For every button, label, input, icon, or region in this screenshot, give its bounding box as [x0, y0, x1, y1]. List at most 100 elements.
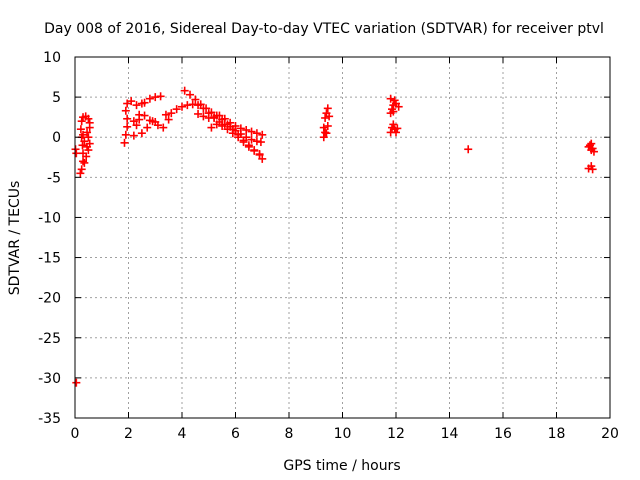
data-point	[218, 121, 227, 130]
data-point	[258, 130, 267, 139]
data-point	[140, 111, 149, 120]
data-point	[80, 137, 89, 146]
data-point	[464, 145, 473, 154]
x-tick-label: 18	[548, 426, 566, 442]
data-point	[247, 127, 256, 136]
data-point	[78, 141, 87, 150]
data-point	[392, 128, 400, 137]
data-point	[215, 111, 224, 120]
data-point	[196, 100, 205, 109]
data-point	[220, 114, 229, 123]
data-point	[323, 104, 332, 113]
y-tick-label: -10	[38, 210, 61, 226]
data-point	[186, 90, 195, 99]
data-point	[85, 123, 94, 132]
data-point	[585, 141, 594, 150]
x-tick-label: 16	[494, 426, 512, 442]
data-point	[242, 126, 251, 135]
data-point	[71, 145, 80, 154]
data-point	[79, 130, 88, 139]
data-point	[79, 157, 88, 166]
data-point	[239, 138, 248, 147]
data-point	[199, 112, 208, 121]
data-point	[393, 124, 402, 133]
data-point	[140, 98, 149, 107]
data-point	[226, 118, 235, 127]
data-point	[137, 129, 146, 138]
x-axis-label: GPS time / hours	[283, 458, 400, 474]
data-points	[71, 86, 598, 387]
x-tick-label: 10	[334, 426, 352, 442]
data-point	[135, 115, 144, 124]
data-point	[325, 112, 334, 121]
data-point	[207, 123, 216, 132]
x-tick-label: 20	[601, 426, 619, 442]
data-point	[120, 138, 129, 147]
data-point	[82, 152, 91, 161]
data-point	[143, 123, 152, 132]
data-point	[123, 122, 132, 131]
data-point	[204, 113, 213, 122]
data-point	[250, 146, 259, 155]
y-axis-label: SDTVAR / TECUs	[7, 181, 23, 296]
data-point	[159, 123, 168, 132]
data-point	[194, 109, 203, 118]
data-point	[77, 117, 86, 126]
data-point	[212, 120, 221, 129]
data-point	[156, 92, 165, 101]
data-point	[151, 93, 160, 102]
data-point	[389, 107, 398, 116]
data-point	[588, 165, 597, 174]
x-tick-label: 0	[71, 426, 80, 442]
data-point	[72, 378, 81, 387]
data-point	[323, 121, 332, 130]
data-point	[587, 146, 596, 155]
data-point	[386, 94, 395, 103]
data-point	[80, 158, 89, 167]
x-tick-label: 4	[178, 426, 187, 442]
data-point	[145, 94, 154, 103]
y-tick-label: -30	[38, 371, 61, 387]
x-tick-label: 12	[387, 426, 405, 442]
x-tick-labels: 0 2 4 6 8 10 12 14 16 18 20	[71, 426, 619, 442]
data-point	[228, 129, 237, 138]
data-point	[172, 105, 181, 114]
chart-title: Day 008 of 2016, Sidereal Day-to-day VTE…	[44, 21, 604, 37]
data-point	[322, 129, 331, 138]
x-tick-label: 8	[285, 426, 294, 442]
data-point	[231, 121, 240, 130]
data-point	[321, 113, 330, 122]
data-point	[389, 120, 398, 129]
y-tick-label: -15	[38, 251, 61, 267]
grid	[75, 57, 610, 418]
data-point	[236, 124, 245, 133]
axis-ticks	[74, 56, 611, 419]
data-point	[77, 165, 86, 174]
data-point	[121, 106, 130, 115]
data-point	[123, 114, 132, 123]
data-point	[223, 125, 232, 134]
data-point	[129, 117, 138, 126]
data-point	[76, 169, 85, 178]
data-point	[252, 129, 261, 138]
data-point	[161, 110, 170, 119]
data-point	[255, 150, 264, 159]
y-tick-label: -25	[38, 331, 61, 347]
y-tick-labels: 10 5 0 -5 -10 -15 -20 -25 -30 -35	[38, 50, 61, 427]
data-point	[247, 135, 256, 144]
data-point	[72, 149, 81, 158]
data-point	[129, 131, 138, 140]
data-point	[83, 142, 92, 151]
data-point	[191, 95, 200, 104]
data-point	[132, 101, 141, 110]
x-tick-label: 6	[231, 426, 240, 442]
data-point	[234, 133, 243, 142]
data-point	[394, 102, 403, 111]
data-point	[256, 138, 265, 147]
y-tick-label: -20	[38, 291, 61, 307]
data-point	[121, 130, 130, 139]
data-point	[202, 104, 211, 113]
data-point	[319, 133, 328, 142]
data-point	[84, 133, 93, 142]
